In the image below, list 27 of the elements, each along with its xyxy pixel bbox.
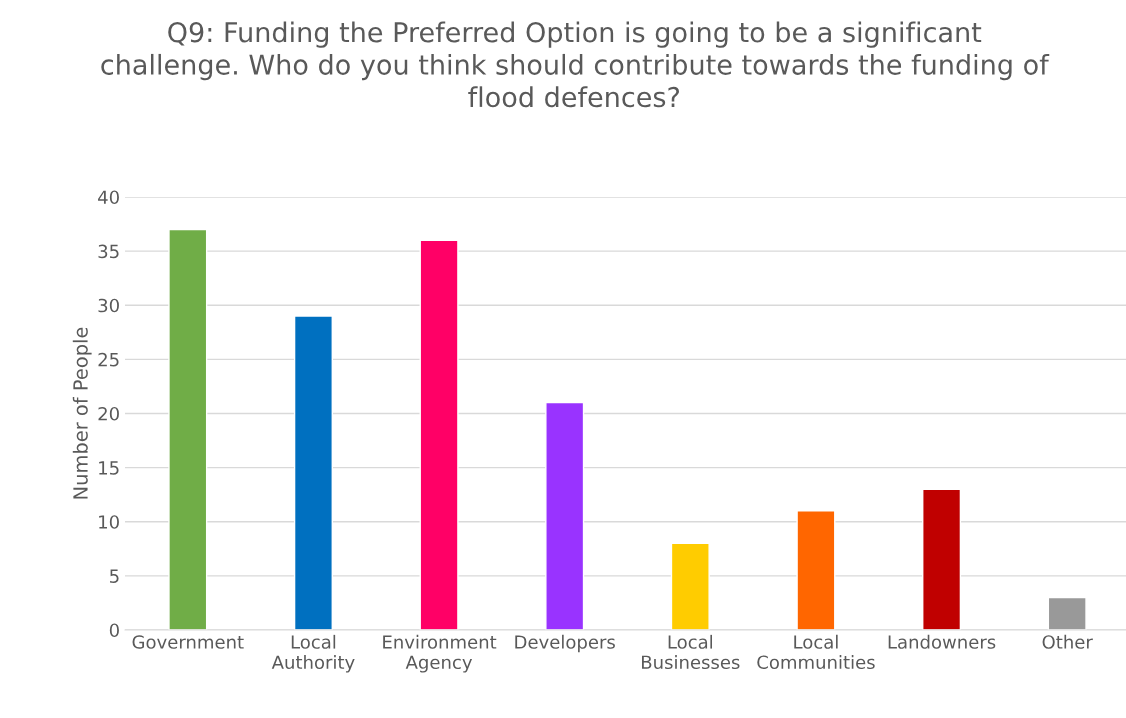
y-axis-title: Number of People [72, 327, 92, 499]
x-tick-label: Environment Agency [383, 634, 497, 673]
y-tick-label: 25 [98, 352, 119, 367]
y-tick-label: 30 [98, 298, 119, 313]
bar [419, 239, 459, 630]
y-tick-label: 40 [98, 190, 119, 205]
bar [545, 401, 585, 630]
y-tick-label: 0 [109, 623, 119, 638]
bar [796, 510, 836, 630]
chart-title: Q9: Funding the Preferred Option is going to be a significant challenge. Who do you think should contribute towards the funding of flood defences? [101, 21, 1050, 108]
y-tick-label: 15 [99, 461, 119, 475]
bar [293, 315, 333, 630]
bar [670, 542, 710, 630]
x-tick-label: Government [132, 635, 244, 649]
bar [922, 488, 962, 630]
x-tick-label: Local Authority [271, 634, 355, 673]
y-tick-label: 35 [98, 244, 119, 259]
x-tick-label: Developers [515, 634, 615, 653]
y-tick-label: 20 [98, 406, 119, 421]
y-tick-label: 5 [110, 569, 119, 583]
y-tick-label: 10 [99, 515, 119, 529]
x-tick-label: Local Businesses [642, 634, 740, 670]
bar [168, 228, 208, 630]
bar [1047, 596, 1087, 630]
x-tick-label: Landowners [888, 634, 996, 649]
x-tick-label: Other [1042, 634, 1093, 649]
x-tick-label: Local Communities [757, 634, 875, 670]
